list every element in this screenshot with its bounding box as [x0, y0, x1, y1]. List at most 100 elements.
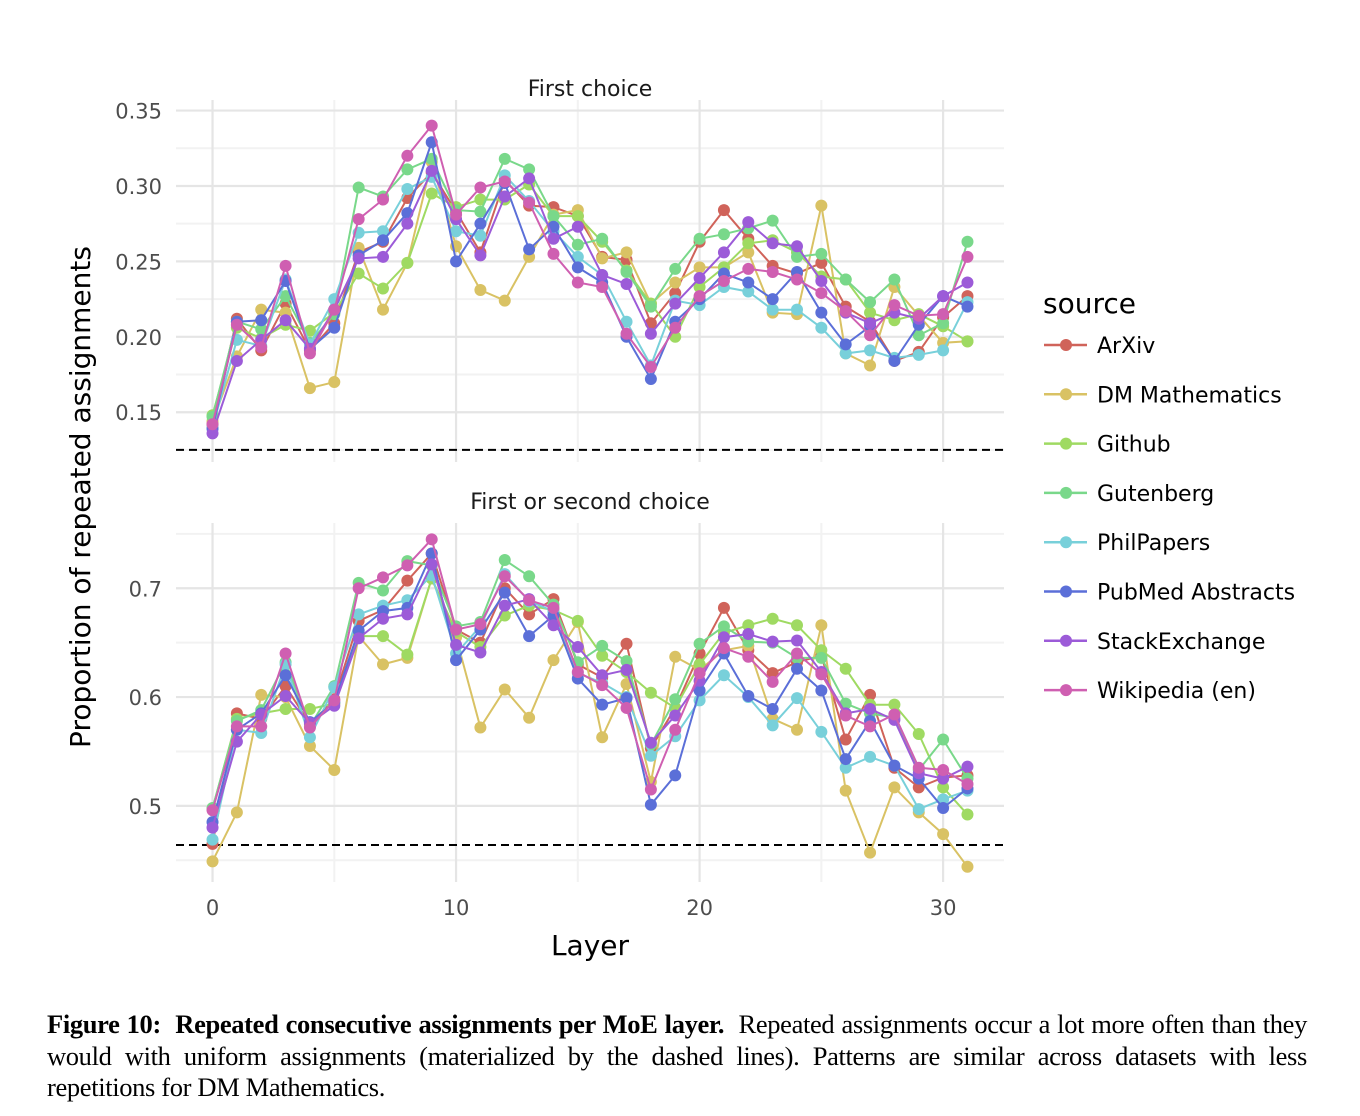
data-point-dm-mathematics [328, 763, 341, 776]
data-point-stackexchange [474, 249, 487, 262]
data-point-github [912, 728, 925, 741]
data-point-dm-mathematics [620, 246, 633, 259]
data-point-philpapers [352, 608, 365, 621]
data-point-arxiv [912, 781, 925, 794]
legend-point-swatch [1060, 634, 1072, 647]
data-point-stackexchange [279, 689, 292, 702]
data-point-wikipedia-en [523, 594, 536, 607]
data-point-philpapers [474, 229, 487, 242]
data-point-stackexchange [401, 608, 414, 621]
panel-first-choice: First choice 0.15 0.20 0.25 0.30 0.35 [115, 77, 1004, 462]
data-point-wikipedia-en [450, 208, 463, 221]
data-point-philpapers [937, 344, 950, 357]
data-point-wikipedia-en [230, 720, 243, 733]
data-point-pubmed-abstracts [815, 306, 828, 319]
data-point-gutenberg [717, 620, 730, 633]
data-point-arxiv [864, 688, 877, 701]
data-point-wikipedia-en [766, 265, 779, 278]
legend-point-swatch [1060, 585, 1072, 598]
y-tick-label: 0.15 [115, 401, 162, 425]
data-point-stackexchange [742, 627, 755, 640]
data-point-stackexchange [596, 669, 609, 682]
data-point-gutenberg [401, 163, 414, 176]
data-point-pubmed-abstracts [791, 662, 803, 675]
series-wikipedia-en [206, 119, 974, 431]
data-point-philpapers [717, 669, 730, 682]
data-point-stackexchange [864, 317, 877, 330]
legend-item-stackexchange: StackExchange [1044, 630, 1265, 655]
legend-title: source [1043, 287, 1136, 320]
data-point-wikipedia-en [791, 273, 803, 286]
data-point-wikipedia-en [425, 119, 438, 132]
data-point-github [766, 612, 779, 625]
data-point-pubmed-abstracts [961, 300, 974, 313]
data-point-stackexchange [693, 271, 706, 284]
data-point-wikipedia-en [352, 213, 365, 226]
data-point-github [596, 649, 609, 662]
data-point-gutenberg [377, 584, 389, 597]
data-point-stackexchange [547, 232, 560, 245]
data-point-gutenberg [620, 265, 633, 278]
legend-point-swatch [1060, 684, 1072, 697]
data-point-gutenberg [888, 273, 901, 286]
data-point-gutenberg [693, 232, 706, 245]
data-point-dm-mathematics [596, 731, 609, 744]
data-point-wikipedia-en [644, 783, 657, 796]
legend-label: Gutenberg [1097, 482, 1214, 507]
data-point-github [742, 619, 755, 632]
data-point-philpapers [839, 347, 852, 360]
data-point-wikipedia-en [328, 694, 341, 707]
legend-item-dm-mathematics: DM Mathematics [1044, 383, 1282, 408]
data-point-dm-mathematics [596, 252, 609, 265]
data-point-stackexchange [766, 635, 779, 648]
data-point-stackexchange [547, 619, 560, 632]
legend-label: ArXiv [1097, 334, 1155, 359]
data-point-dm-mathematics [474, 284, 487, 297]
data-point-dm-mathematics [377, 658, 389, 671]
data-point-dm-mathematics [742, 246, 755, 259]
data-point-stackexchange [937, 772, 950, 785]
data-point-wikipedia-en [328, 303, 341, 316]
data-point-dm-mathematics [498, 683, 511, 696]
series-line-stackexchange [211, 561, 968, 828]
data-point-pubmed-abstracts [450, 255, 463, 268]
data-point-philpapers [620, 315, 633, 328]
data-point-stackexchange [352, 632, 365, 645]
data-point-wikipedia-en [377, 193, 389, 206]
data-point-philpapers [450, 225, 463, 238]
data-point-stackexchange [961, 760, 974, 773]
data-point-stackexchange [377, 612, 389, 625]
data-point-dm-mathematics [303, 740, 316, 753]
data-point-github [693, 658, 706, 671]
data-point-gutenberg [693, 637, 706, 650]
legend-label: StackExchange [1097, 630, 1265, 655]
data-point-arxiv [839, 733, 852, 746]
series-line-dm-mathematics [211, 157, 968, 422]
data-point-stackexchange [352, 252, 365, 265]
data-point-github [791, 619, 803, 632]
legend-label: DM Mathematics [1097, 383, 1282, 408]
data-point-gutenberg [937, 317, 950, 330]
x-tick-label: 0 [206, 896, 219, 920]
data-point-stackexchange [206, 427, 219, 440]
data-point-github [937, 781, 950, 794]
data-point-wikipedia-en [303, 721, 316, 734]
data-point-wikipedia-en [888, 708, 901, 721]
data-point-wikipedia-en [571, 666, 584, 679]
data-point-arxiv [766, 667, 779, 680]
data-point-wikipedia-en [717, 642, 730, 655]
data-point-wikipedia-en [401, 559, 414, 572]
data-point-wikipedia-en [961, 778, 974, 791]
data-point-gutenberg [791, 250, 803, 263]
data-point-pubmed-abstracts [571, 261, 584, 274]
data-point-wikipedia-en [742, 262, 755, 275]
data-point-philpapers [864, 750, 877, 763]
data-point-stackexchange [596, 268, 609, 281]
data-point-arxiv [815, 256, 828, 269]
data-point-philpapers [644, 749, 657, 762]
y-tick-label: 0.5 [129, 795, 162, 819]
data-point-wikipedia-en [401, 149, 414, 162]
data-point-gutenberg [498, 553, 511, 566]
y-tick-label: 0.25 [115, 250, 162, 274]
data-point-dm-mathematics [815, 619, 828, 632]
